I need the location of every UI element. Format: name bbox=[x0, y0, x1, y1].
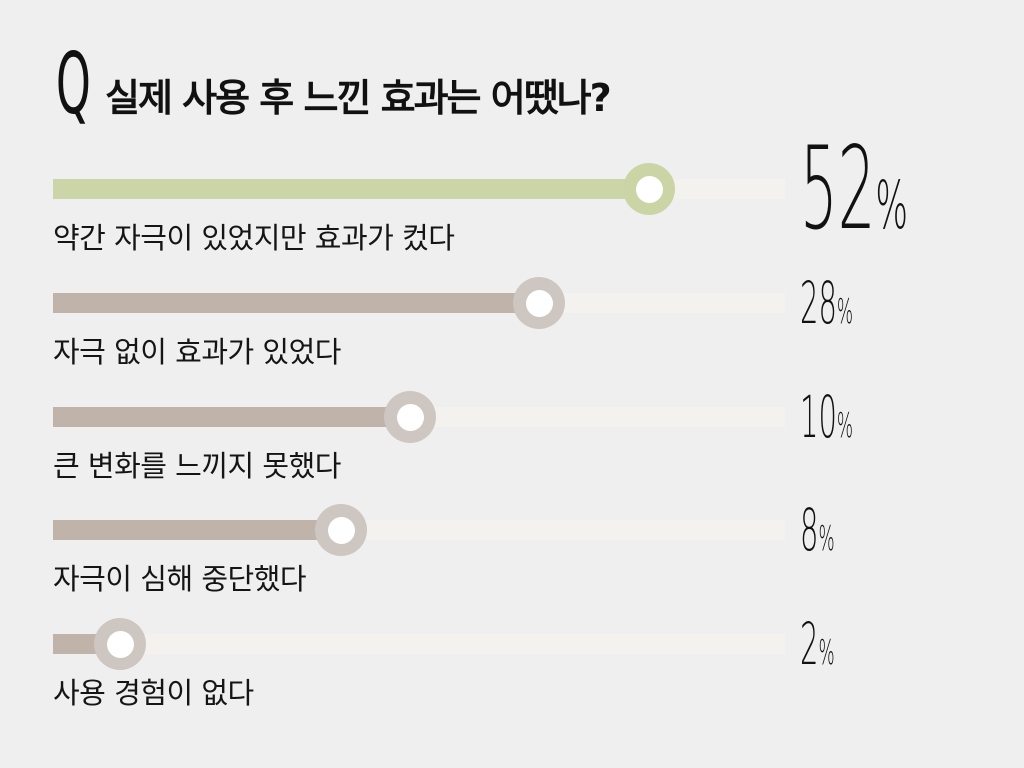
bar-end-knob-icon bbox=[94, 618, 146, 670]
bar-fill bbox=[53, 179, 649, 199]
chart-title: 실제 사용 후 느낀 효과는 어땠나? bbox=[105, 76, 612, 120]
percent-value: 2% bbox=[800, 615, 835, 673]
bar-fill bbox=[53, 407, 410, 427]
bar-end-knob-icon bbox=[315, 504, 367, 556]
bar-end-knob-icon bbox=[623, 163, 675, 215]
question-mark-q: Q bbox=[56, 35, 91, 134]
percent-sign: % bbox=[836, 406, 854, 446]
percent-number: 2 bbox=[800, 610, 819, 678]
knob-hole bbox=[327, 516, 355, 544]
row-label: 사용 경험이 없다 bbox=[53, 676, 254, 710]
bar-end-knob-icon bbox=[513, 277, 565, 329]
chart-row: 자극이 심해 중단했다 8% bbox=[0, 501, 1024, 644]
chart-row: 사용 경험이 없다 2% bbox=[0, 615, 1024, 758]
bar-fill bbox=[53, 293, 539, 313]
bar-fill bbox=[53, 520, 341, 540]
percent-value: 52% bbox=[800, 132, 908, 246]
knob-hole bbox=[106, 630, 134, 658]
percent-sign: % bbox=[818, 519, 835, 559]
knob-hole bbox=[525, 289, 553, 317]
percent-number: 8 bbox=[800, 496, 819, 564]
knob-hole bbox=[396, 403, 424, 431]
percent-number: 52 bbox=[800, 122, 876, 255]
percent-sign: % bbox=[836, 292, 854, 332]
row-label: 약간 자극이 있었지만 효과가 컸다 bbox=[53, 221, 455, 255]
percent-sign: % bbox=[818, 633, 835, 673]
chart-row: 약간 자극이 있었지만 효과가 컸다 52% bbox=[0, 132, 1024, 303]
percent-number: 10 bbox=[800, 383, 837, 451]
percent-value: 10% bbox=[800, 388, 853, 446]
percent-sign: % bbox=[875, 167, 909, 244]
chart-row: 자극 없이 효과가 있었다 28% bbox=[0, 274, 1024, 417]
row-label: 자극이 심해 중단했다 bbox=[53, 562, 307, 596]
percent-value: 8% bbox=[800, 501, 835, 559]
row-label: 자극 없이 효과가 있었다 bbox=[53, 335, 341, 369]
chart-row: 큰 변화를 느끼지 못했다 10% bbox=[0, 388, 1024, 531]
knob-hole bbox=[635, 175, 663, 203]
percent-number: 28 bbox=[800, 269, 837, 337]
row-label: 큰 변화를 느끼지 못했다 bbox=[53, 449, 341, 483]
percent-value: 28% bbox=[800, 274, 853, 332]
bar-track bbox=[53, 634, 785, 654]
bar-end-knob-icon bbox=[384, 391, 436, 443]
